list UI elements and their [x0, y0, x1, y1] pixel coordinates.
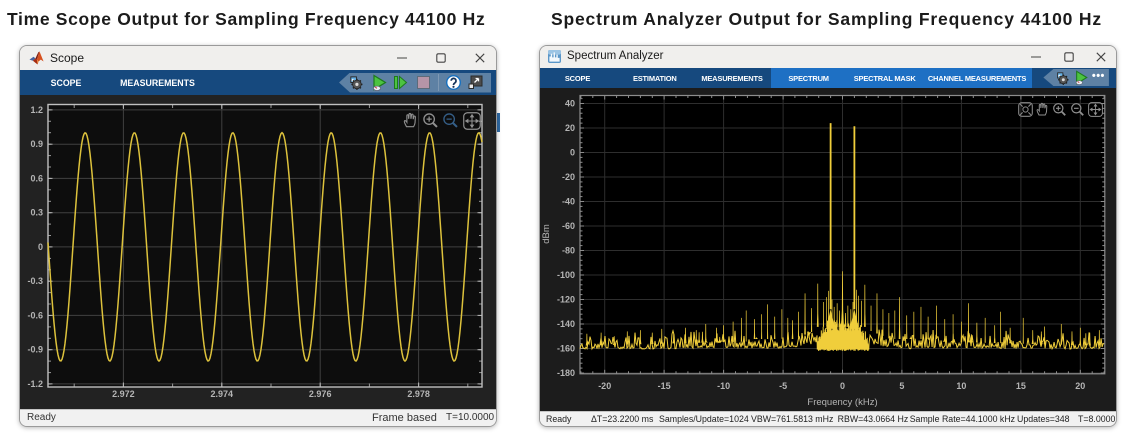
svg-text:-20: -20 [562, 172, 575, 182]
svg-text:2.972: 2.972 [112, 389, 135, 399]
svg-text:-40: -40 [562, 197, 575, 207]
svg-text:-1.2: -1.2 [27, 379, 43, 389]
svg-text:-5: -5 [779, 381, 787, 391]
svg-text:0: 0 [840, 381, 845, 391]
svg-text:-10: -10 [717, 381, 730, 391]
svg-text:-80: -80 [562, 246, 575, 256]
svg-text:2.976: 2.976 [309, 389, 332, 399]
svg-text:0.9: 0.9 [30, 139, 43, 149]
svg-text:40: 40 [565, 99, 575, 109]
svg-text:5: 5 [899, 381, 904, 391]
svg-text:-60: -60 [562, 221, 575, 231]
svg-text:2.974: 2.974 [211, 389, 234, 399]
svg-text:1.2: 1.2 [30, 105, 43, 115]
svg-text:0.6: 0.6 [30, 173, 43, 183]
svg-text:-120: -120 [557, 295, 575, 305]
svg-text:-140: -140 [557, 319, 575, 329]
svg-text:-160: -160 [557, 344, 575, 354]
svg-text:-180: -180 [557, 368, 575, 378]
svg-text:0: 0 [38, 242, 43, 252]
svg-text:2.978: 2.978 [407, 389, 430, 399]
svg-text:10: 10 [956, 381, 966, 391]
svg-text:-0.9: -0.9 [27, 345, 43, 355]
svg-text:-0.3: -0.3 [27, 276, 43, 286]
svg-text:dBm: dBm [541, 224, 552, 244]
svg-text:-0.6: -0.6 [27, 310, 43, 320]
svg-text:15: 15 [1016, 381, 1026, 391]
svg-text:-15: -15 [658, 381, 671, 391]
svg-text:20: 20 [565, 123, 575, 133]
svg-text:Frequency (kHz): Frequency (kHz) [807, 397, 877, 408]
svg-text:-20: -20 [598, 381, 611, 391]
svg-text:20: 20 [1075, 381, 1085, 391]
svg-text:-100: -100 [557, 270, 575, 280]
svg-text:0.3: 0.3 [30, 208, 43, 218]
svg-text:0: 0 [570, 148, 575, 158]
